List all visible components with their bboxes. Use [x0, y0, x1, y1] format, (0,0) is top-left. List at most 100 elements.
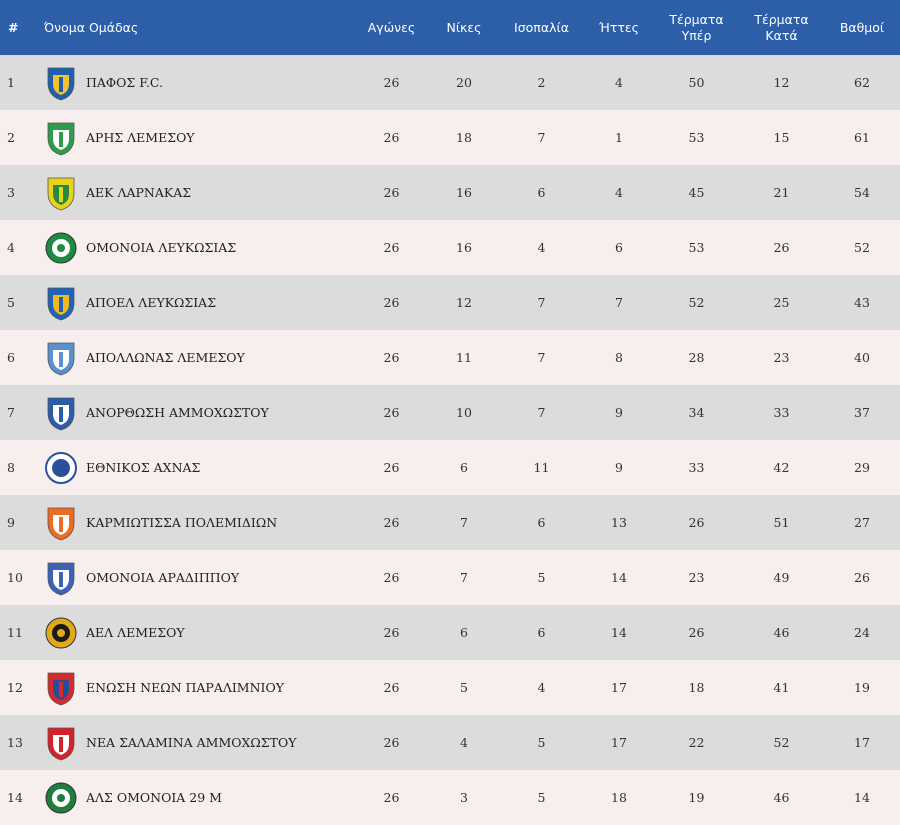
losses-cell: 14 [611, 625, 627, 640]
team-cell[interactable]: ΚΑΡΜΙΩΤΙΣΣΑ ΠΟΛΕΜΙΔΙΩΝ [44, 495, 354, 550]
table-row[interactable]: 5 ΑΠΟΕΛ ΛΕΥΚΩΣΙΑΣ 26 12 7 7 52 25 43 [0, 275, 900, 330]
goals-for-cell: 28 [688, 350, 705, 365]
table-row[interactable]: 9 ΚΑΡΜΙΩΤΙΣΣΑ ΠΟΛΕΜΙΔΙΩΝ 26 7 6 13 26 51 27 [0, 495, 900, 550]
played-cell: 26 [383, 75, 400, 90]
team-name[interactable]: ΝΕΑ ΣΑΛΑΜΙΝΑ ΑΜΜΟΧΩΣΤΟΥ [86, 735, 297, 750]
team-name[interactable]: ΑΠΟΕΛ ΛΕΥΚΩΣΙΑΣ [86, 295, 217, 310]
team-wrap: ΑΝΟΡΘΩΣΗ ΑΜΜΟΧΩΣΤΟΥ [44, 393, 352, 433]
losses-cell: 1 [615, 130, 623, 145]
omonia-aradippou-crest-icon [44, 558, 78, 598]
team-name[interactable]: ΑΕΚ ΛΑΡΝΑΚΑΣ [86, 185, 192, 200]
team-name[interactable]: ΟΜΟΝΟΙΑ ΛΕΥΚΩΣΙΑΣ [86, 240, 237, 255]
position-cell: 6 [7, 350, 15, 365]
apoel-crest-icon [44, 283, 78, 323]
table-row[interactable]: 7 ΑΝΟΡΘΩΣΗ ΑΜΜΟΧΩΣΤΟΥ 26 10 7 9 34 33 37 [0, 385, 900, 440]
table-row[interactable]: 2 ΑΡΗΣ ΛΕΜΕΣΟΥ 26 18 7 1 53 15 61 [0, 110, 900, 165]
team-cell[interactable]: ΑΡΗΣ ΛΕΜΕΣΟΥ [44, 110, 354, 165]
team-wrap: ΑΕΛ ΛΕΜΕΣΟΥ [44, 613, 352, 653]
draws-cell: 5 [537, 570, 546, 585]
wins-cell: 5 [460, 680, 468, 695]
team-name[interactable]: ΟΜΟΝΟΙΑ ΑΡΑΔΙΠΠΟΥ [86, 570, 240, 585]
team-cell[interactable]: ΝΕΑ ΣΑΛΑΜΙΝΑ ΑΜΜΟΧΩΣΤΟΥ [44, 715, 354, 770]
header-position[interactable]: # [8, 19, 19, 35]
points-cell: 26 [854, 570, 870, 585]
wins-cell: 11 [456, 350, 472, 365]
played-cell: 26 [383, 240, 400, 255]
table-row[interactable]: 13 ΝΕΑ ΣΑΛΑΜΙΝΑ ΑΜΜΟΧΩΣΤΟΥ 26 4 5 17 22 52 17 [0, 715, 900, 770]
header-goals-against[interactable]: Τέρματα Κατά [739, 0, 824, 55]
team-wrap: ΟΜΟΝΟΙΑ ΛΕΥΚΩΣΙΑΣ [44, 228, 352, 268]
omonia-nicosia-crest-icon [44, 228, 78, 268]
played-cell: 26 [383, 625, 400, 640]
position-cell: 7 [7, 405, 15, 420]
table-row[interactable]: 6 ΑΠΟΛΛΩΝΑΣ ΛΕΜΕΣΟΥ 26 11 7 8 28 23 40 [0, 330, 900, 385]
table-row[interactable]: 1 ΠΑΦΟΣ F.C. 26 20 2 4 50 12 62 [0, 55, 900, 110]
header-wins[interactable]: Νίκες [446, 19, 482, 35]
team-name[interactable]: ΑΝΟΡΘΩΣΗ ΑΜΜΟΧΩΣΤΟΥ [86, 405, 269, 420]
team-cell[interactable]: ΑΛΣ ΟΜΟΝΟΙΑ 29 Μ [44, 770, 354, 825]
table-row[interactable]: 8 ΕΘΝΙΚΟΣ ΑΧΝΑΣ 26 6 11 9 33 42 29 [0, 440, 900, 495]
header-points[interactable]: Βαθμοί [839, 19, 885, 35]
header-played[interactable]: Αγώνες [367, 19, 416, 35]
team-cell[interactable]: ΟΜΟΝΟΙΑ ΛΕΥΚΩΣΙΑΣ [44, 220, 354, 275]
table-row[interactable]: 11 ΑΕΛ ΛΕΜΕΣΟΥ 26 6 6 14 26 46 24 [0, 605, 900, 660]
team-wrap: ΑΡΗΣ ΛΕΜΕΣΟΥ [44, 118, 352, 158]
wins-cell: 16 [456, 240, 472, 255]
points-cell: 29 [854, 460, 870, 475]
header-draws[interactable]: Ισοπαλία [514, 19, 569, 35]
goals-against-cell: 12 [773, 75, 790, 90]
team-name[interactable]: ΚΑΡΜΙΩΤΙΣΣΑ ΠΟΛΕΜΙΔΙΩΝ [86, 515, 278, 530]
team-cell[interactable]: ΑΠΟΛΛΩΝΑΣ ΛΕΜΕΣΟΥ [44, 330, 354, 385]
draws-cell: 5 [537, 790, 546, 805]
wins-cell: 6 [460, 460, 468, 475]
team-name[interactable]: ΑΛΣ ΟΜΟΝΟΙΑ 29 Μ [86, 790, 222, 805]
team-cell[interactable]: ΑΠΟΕΛ ΛΕΥΚΩΣΙΑΣ [44, 275, 354, 330]
team-cell[interactable]: ΕΝΩΣΗ ΝΕΩΝ ΠΑΡΑΛΙΜΝΙΟΥ [44, 660, 354, 715]
played-cell: 26 [383, 295, 400, 310]
goals-against-cell: 46 [773, 625, 790, 640]
team-cell[interactable]: ΑΕΛ ΛΕΜΕΣΟΥ [44, 605, 354, 660]
points-cell: 37 [854, 405, 870, 420]
goals-for-cell: 45 [688, 185, 705, 200]
goals-for-cell: 22 [688, 735, 705, 750]
header-goals-for[interactable]: Τέρματα Υπέρ [654, 0, 739, 55]
ethnikos-achna-crest-icon [44, 448, 78, 488]
team-cell[interactable]: ΑΝΟΡΘΩΣΗ ΑΜΜΟΧΩΣΤΟΥ [44, 385, 354, 440]
team-wrap: ΑΛΣ ΟΜΟΝΟΙΑ 29 Μ [44, 778, 352, 818]
team-name[interactable]: ΑΕΛ ΛΕΜΕΣΟΥ [86, 625, 185, 640]
played-cell: 26 [383, 570, 400, 585]
goals-for-cell: 53 [688, 130, 705, 145]
position-cell: 13 [7, 735, 23, 750]
team-cell[interactable]: ΠΑΦΟΣ F.C. [44, 55, 354, 110]
played-cell: 26 [383, 185, 400, 200]
position-cell: 10 [7, 570, 23, 585]
goals-against-cell: 15 [773, 130, 790, 145]
team-cell[interactable]: ΟΜΟΝΟΙΑ ΑΡΑΔΙΠΠΟΥ [44, 550, 354, 605]
position-cell: 4 [7, 240, 15, 255]
table-row[interactable]: 10 ΟΜΟΝΟΙΑ ΑΡΑΔΙΠΠΟΥ 26 7 5 14 23 49 26 [0, 550, 900, 605]
header-losses[interactable]: Ήττες [598, 19, 640, 35]
table-row[interactable]: 12 ΕΝΩΣΗ ΝΕΩΝ ΠΑΡΑΛΙΜΝΙΟΥ 26 5 4 17 18 41 19 [0, 660, 900, 715]
header-goals-for-line1: Τέρματα [669, 11, 724, 27]
team-name[interactable]: ΕΝΩΣΗ ΝΕΩΝ ΠΑΡΑΛΙΜΝΙΟΥ [86, 680, 284, 695]
team-name[interactable]: ΑΡΗΣ ΛΕΜΕΣΟΥ [86, 130, 195, 145]
goals-for-cell: 34 [688, 405, 705, 420]
table-row[interactable]: 3 ΑΕΚ ΛΑΡΝΑΚΑΣ 26 16 6 4 45 21 54 [0, 165, 900, 220]
goals-for-cell: 23 [688, 570, 705, 585]
draws-cell: 7 [537, 295, 546, 310]
team-name[interactable]: ΠΑΦΟΣ F.C. [86, 75, 164, 90]
team-name[interactable]: ΑΠΟΛΛΩΝΑΣ ΛΕΜΕΣΟΥ [86, 350, 245, 365]
apollon-limassol-crest-icon [44, 338, 78, 378]
table-row[interactable]: 14 ΑΛΣ ΟΜΟΝΟΙΑ 29 Μ 26 3 5 18 19 46 14 [0, 770, 900, 825]
header-team-name[interactable]: Όνομα Ομάδας [44, 19, 139, 35]
points-cell: 61 [854, 130, 870, 145]
team-name[interactable]: ΕΘΝΙΚΟΣ ΑΧΝΑΣ [86, 460, 201, 475]
table-row[interactable]: 4 ΟΜΟΝΟΙΑ ΛΕΥΚΩΣΙΑΣ 26 16 4 6 53 26 52 [0, 220, 900, 275]
header-goals-against-line2: Κατά [765, 27, 798, 43]
position-cell: 8 [7, 460, 15, 475]
draws-cell: 2 [537, 75, 546, 90]
team-cell[interactable]: ΑΕΚ ΛΑΡΝΑΚΑΣ [44, 165, 354, 220]
team-wrap: ΕΘΝΙΚΟΣ ΑΧΝΑΣ [44, 448, 352, 488]
team-cell[interactable]: ΕΘΝΙΚΟΣ ΑΧΝΑΣ [44, 440, 354, 495]
played-cell: 26 [383, 405, 400, 420]
